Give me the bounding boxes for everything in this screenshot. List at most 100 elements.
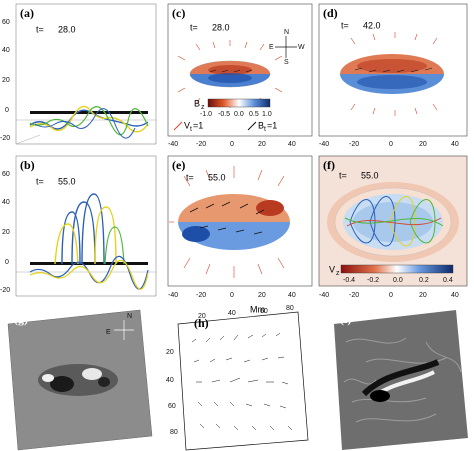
figure-mark (432, 37, 438, 45)
figure-label: 40 (451, 292, 459, 299)
figure-label: 20 (419, 292, 427, 299)
figure-label: 0.4 (443, 277, 453, 284)
panel-b: 60 40 20 0 -20 (b) t= 55.0 (0, 152, 160, 302)
figure-label: 20 (198, 313, 206, 320)
figure-mark (239, 203, 249, 209)
figure-label: 80 (286, 305, 294, 312)
figure-mark (193, 359, 200, 363)
figure-mark (368, 69, 377, 73)
figure-label: N (127, 313, 132, 320)
figure-mark (177, 87, 186, 93)
figure-mark (263, 403, 271, 407)
panel-g: (g) N E (0, 302, 158, 451)
figure-mark (191, 332, 293, 431)
figure-mark (212, 41, 216, 49)
y-ticks: 60 40 20 0 -20 (0, 19, 10, 142)
figure-label: t= (341, 20, 349, 30)
x-ticks: -40 -20 0 20 40 (319, 292, 459, 299)
figure-mark (424, 67, 433, 71)
figure-label: 20 (258, 292, 266, 299)
figure-mark (42, 374, 54, 382)
figure-mark (71, 201, 96, 265)
left-ticks: 20 40 60 80 (166, 349, 178, 436)
figure-mark (414, 107, 418, 115)
figure-label: 0 (230, 292, 234, 299)
figure-mark (245, 69, 253, 73)
figure-mark (219, 335, 225, 341)
figure-label: -20 (196, 141, 206, 148)
figure-label: -20 (349, 141, 359, 148)
figure-label: 0 (389, 292, 393, 299)
figure-mark (353, 202, 433, 242)
panel-label: (c) (172, 6, 185, 20)
figure-label: 42.0 (363, 20, 381, 30)
figure-mark (357, 59, 427, 73)
time-value: 28.0 (58, 24, 76, 34)
figure-label: 55.0 (208, 172, 226, 182)
figure-mark (177, 55, 186, 61)
figure-mark (213, 401, 219, 407)
figure-mark (251, 425, 257, 431)
figure-label: 60 (2, 19, 10, 26)
figure-label: -0.2 (367, 277, 379, 284)
figure-label: 20 (2, 229, 10, 236)
figure-label: 0 (389, 141, 393, 148)
panel-label: (b) (20, 158, 35, 172)
figure-label: 0 (5, 259, 9, 266)
figure-label: B (194, 98, 200, 108)
figure-mark (169, 166, 285, 278)
figure-label: -20 (0, 287, 10, 294)
figure-label: -1.0 (200, 111, 212, 118)
figure-mark (233, 425, 239, 431)
figure-mark (205, 263, 211, 275)
figure-mark (221, 69, 229, 73)
figure-mark (82, 368, 102, 380)
figure-label: 40 (228, 310, 236, 317)
figure-label: 0 (5, 107, 9, 114)
figure-label: E (106, 329, 111, 336)
figure-mark (361, 359, 440, 397)
colorbar-vz: V z -0.4 -0.2 0.0 0.2 0.4 (329, 264, 454, 284)
figure-label: -0.5 (218, 111, 230, 118)
figure-label: 0.5 (249, 111, 259, 118)
figure-mark (205, 337, 211, 343)
figure-mark (256, 200, 284, 216)
figure-mark (61, 211, 81, 265)
figure-mark (208, 65, 252, 75)
figure-label: 20 (166, 349, 174, 356)
figure-label: 60 (2, 171, 10, 178)
x-ticks: -40 -20 0 20 40 (168, 292, 296, 299)
figure-mark (275, 332, 281, 337)
figure-label: 60 (260, 308, 268, 315)
panel-c: (c) t= 28.0 N S E W B z -1.0 -0.5 0.0 0.… (160, 0, 315, 152)
figure-mark (30, 262, 148, 265)
figure-mark (277, 175, 285, 187)
compass-icon: N E (106, 313, 134, 340)
y-ticks: 60 40 20 0 -20 (0, 171, 10, 294)
figure-mark (235, 229, 245, 233)
figure-label: 60 (168, 403, 176, 410)
figure-mark (354, 67, 433, 73)
figure-label: 40 (2, 199, 10, 206)
figure-label: -0.4 (343, 277, 355, 284)
figure-mark (277, 257, 285, 269)
figure-mark (257, 263, 263, 275)
figure-mark (382, 69, 391, 73)
panel-e: (e) t= 55.0 -40 -20 0 20 40 (160, 152, 315, 302)
figure-mark (29, 106, 149, 136)
figure-mark (334, 310, 468, 450)
x-ticks: -40 -20 0 20 40 (168, 141, 296, 148)
figure-label: =1 (193, 120, 203, 130)
figure-label: 0.0 (393, 277, 403, 284)
figure-mark (209, 69, 253, 73)
figure-label: 40 (288, 292, 296, 299)
figure-mark (34, 108, 136, 139)
figure-mark (349, 199, 376, 244)
figure-mark (199, 423, 205, 429)
figure-mark (183, 257, 191, 269)
figure-mark (259, 43, 265, 51)
figure-mark (432, 103, 438, 111)
x-ticks: -40 -20 0 20 40 (319, 141, 459, 148)
figure-mark (197, 401, 203, 407)
figure-mark (225, 357, 233, 361)
